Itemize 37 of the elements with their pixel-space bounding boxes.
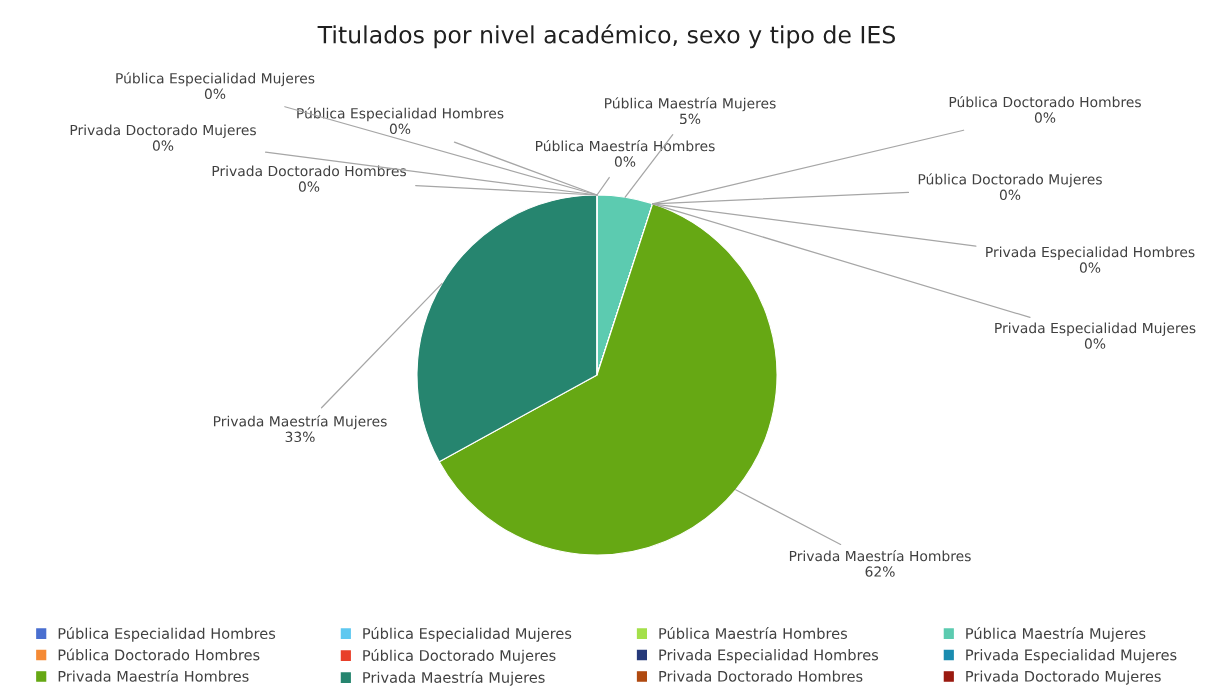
text: 0% (298, 181, 320, 192)
category-label: Pública Maestría Hombres (536, 139, 715, 152)
text: 0% (389, 123, 411, 135)
category-label: Privada Especialidad Mujeres (995, 322, 1196, 336)
category-label: Pública Doctorado Mujeres (918, 173, 1102, 188)
category-label: Privada Especialidad Hombres (986, 246, 1195, 260)
legend-label: Pública Especialidad Mujeres (363, 627, 572, 642)
text: 0% (1034, 112, 1056, 123)
slice-label: Privada Maestría Hombres (789, 549, 971, 562)
category-label: Privada Doctorado Hombres (212, 165, 406, 177)
slice-label: Pública Maestría Mujeres (605, 97, 776, 112)
legend-label: Privada Especialidad Mujeres (966, 649, 1177, 664)
legend-label: Pública Doctorado Hombres (58, 648, 260, 661)
text: 0% (999, 189, 1021, 201)
legend-label: Pública Doctorado Mujeres (363, 649, 556, 664)
legend-label: Pública Especialidad Hombres (58, 627, 276, 642)
data-label: 62% (865, 566, 895, 577)
legend-label: Privada Maestría Mujeres (363, 671, 545, 686)
text: 0% (1084, 338, 1106, 349)
category-label: Pública Especialidad Hombres (297, 107, 504, 122)
chart-title: Titulados por nivel académico, sexo y tipo de IES (317, 24, 895, 49)
legend-label: Pública Maestría Hombres (659, 627, 848, 639)
legend-label: Privada Especialidad Hombres (659, 649, 879, 664)
text: 0% (1079, 262, 1101, 273)
legend-label: Privada Doctorado Hombres (659, 670, 863, 682)
category-label: Pública Doctorado Hombres (949, 95, 1141, 108)
data-label: 33% (285, 431, 315, 443)
text: 0% (152, 140, 174, 151)
text: 0% (614, 156, 636, 167)
text: 0% (204, 88, 226, 100)
data-label: 5% (680, 113, 701, 125)
legend-label: Pública Maestría Mujeres (966, 627, 1146, 642)
legend-label: Privada Doctorado Mujeres (966, 670, 1161, 685)
category-label: Privada Doctorado Mujeres (70, 124, 256, 138)
category-label: Pública Especialidad Mujeres (116, 72, 315, 87)
slice-label: Privada Maestría Mujeres (213, 415, 387, 430)
legend-label: Privada Maestría Hombres (58, 669, 249, 682)
